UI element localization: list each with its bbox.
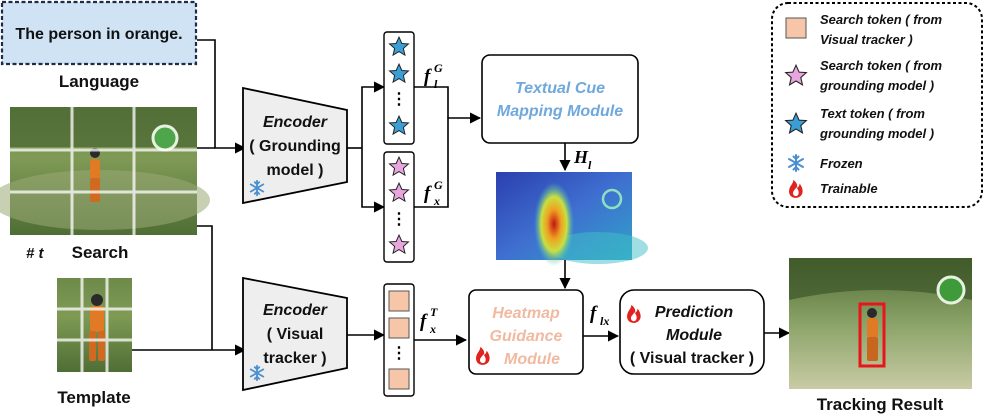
svg-text:x: x <box>429 322 436 336</box>
svg-text:T: T <box>430 305 438 319</box>
token-ellipsis: ⋮ <box>391 211 407 228</box>
grounding-encoder-line2: ( Grounding <box>249 138 341 155</box>
svg-text:l: l <box>434 77 438 91</box>
svg-text:grounding model ): grounding model ) <box>819 126 934 141</box>
svg-text:lx: lx <box>600 314 609 328</box>
visual-encoder-title: Encoder <box>263 302 328 319</box>
legend-item-frozen: Frozen <box>788 154 863 172</box>
legend: Search token ( from Visual tracker ) Sea… <box>771 2 983 208</box>
tracking-bounding-box <box>858 302 886 368</box>
feature-fx-t: f T x <box>420 305 438 336</box>
heatmap-line1: Heatmap <box>492 305 560 322</box>
grounding-output-connectors <box>347 81 386 213</box>
svg-text:f: f <box>590 303 598 324</box>
tracking-result-image: Tracking Result <box>789 258 972 414</box>
prediction-module: Prediction Module ( Visual tracker ) <box>619 289 765 375</box>
language-query-box <box>0 0 198 66</box>
svg-text:grounding model ): grounding model ) <box>819 78 934 93</box>
svg-text:Search token ( from: Search token ( from <box>820 58 943 73</box>
frame-index-label: # t <box>26 245 45 262</box>
svg-text:G: G <box>434 61 443 75</box>
search-token-square <box>388 317 410 339</box>
visual-encoder: Encoder ( Visual tracker ) <box>242 276 348 392</box>
result-character-icon <box>867 308 878 361</box>
grounding-encoder-title: Encoder <box>263 114 328 131</box>
feature-h-l: H l <box>573 147 592 172</box>
search-image: # t Search <box>0 107 210 262</box>
heatmap-guidance-module: Heatmap Guidance Module <box>468 289 584 375</box>
template-label: Template <box>57 388 130 407</box>
textual-cue-connectors <box>414 86 482 208</box>
svg-text:Frozen: Frozen <box>820 156 863 171</box>
svg-text:Visual tracker ): Visual tracker ) <box>820 32 913 47</box>
svg-text:G: G <box>434 178 443 192</box>
language-label: Language <box>59 72 139 91</box>
visual-encoder-line3: tracker ) <box>263 350 326 367</box>
input-connectors <box>132 39 247 356</box>
svg-text:H: H <box>573 147 589 167</box>
heatmap-line3: Module <box>504 351 560 368</box>
textual-cue-line2: Mapping Module <box>497 103 623 120</box>
tracking-result-label: Tracking Result <box>817 395 944 414</box>
textual-cue-mapping-module: Textual Cue Mapping Module <box>481 54 639 144</box>
visual-search-token-column: ⋮ <box>383 283 415 397</box>
search-label: Search <box>72 243 129 262</box>
prediction-line1: Prediction <box>655 304 733 321</box>
legend-item-search-token-visual: Search token ( from Visual tracker ) <box>785 12 943 47</box>
textual-cue-line1: Textual Cue <box>515 80 605 97</box>
search-character-icon <box>90 148 100 202</box>
template-image: Template <box>57 278 132 407</box>
legend-item-text-token: Text token ( from grounding model ) <box>785 106 934 141</box>
legend-item-search-token-grounding: Search token ( from grounding model ) <box>785 58 943 93</box>
feature-fx-g: f G x <box>424 178 443 208</box>
search-token-square <box>388 290 410 312</box>
prediction-line3: ( Visual tracker ) <box>630 350 754 367</box>
svg-text:Search token ( from: Search token ( from <box>820 12 943 27</box>
grounding-encoder: Encoder ( Grounding model ) <box>242 86 348 205</box>
heatmap-line2: Guidance <box>490 328 563 345</box>
visual-encoder-line2: ( Visual <box>267 326 324 343</box>
search-token-square <box>388 368 410 390</box>
svg-text:f: f <box>424 66 432 87</box>
svg-text:Trainable: Trainable <box>820 181 878 196</box>
language-query-text: The person in orange. <box>15 26 182 43</box>
svg-text:l: l <box>588 158 592 172</box>
svg-text:f: f <box>424 183 432 204</box>
grounding-search-token-column: ⋮ <box>383 151 415 263</box>
svg-text:x: x <box>433 194 440 208</box>
grounding-encoder-line3: model ) <box>267 162 324 179</box>
language-input: The person in orange. Language <box>0 0 198 91</box>
legend-item-trainable: Trainable <box>789 179 878 198</box>
token-ellipsis: ⋮ <box>391 345 407 362</box>
token-ellipsis: ⋮ <box>391 91 407 108</box>
feature-fl-g: f G l <box>424 61 443 91</box>
feature-flx: f lx <box>590 303 609 328</box>
svg-text:Text token ( from: Text token ( from <box>820 106 925 121</box>
svg-text:f: f <box>420 311 428 332</box>
search-token-square <box>785 17 807 39</box>
text-token-column: ⋮ <box>383 31 415 145</box>
prediction-line2: Module <box>666 327 722 344</box>
heatmap-image <box>496 172 648 266</box>
